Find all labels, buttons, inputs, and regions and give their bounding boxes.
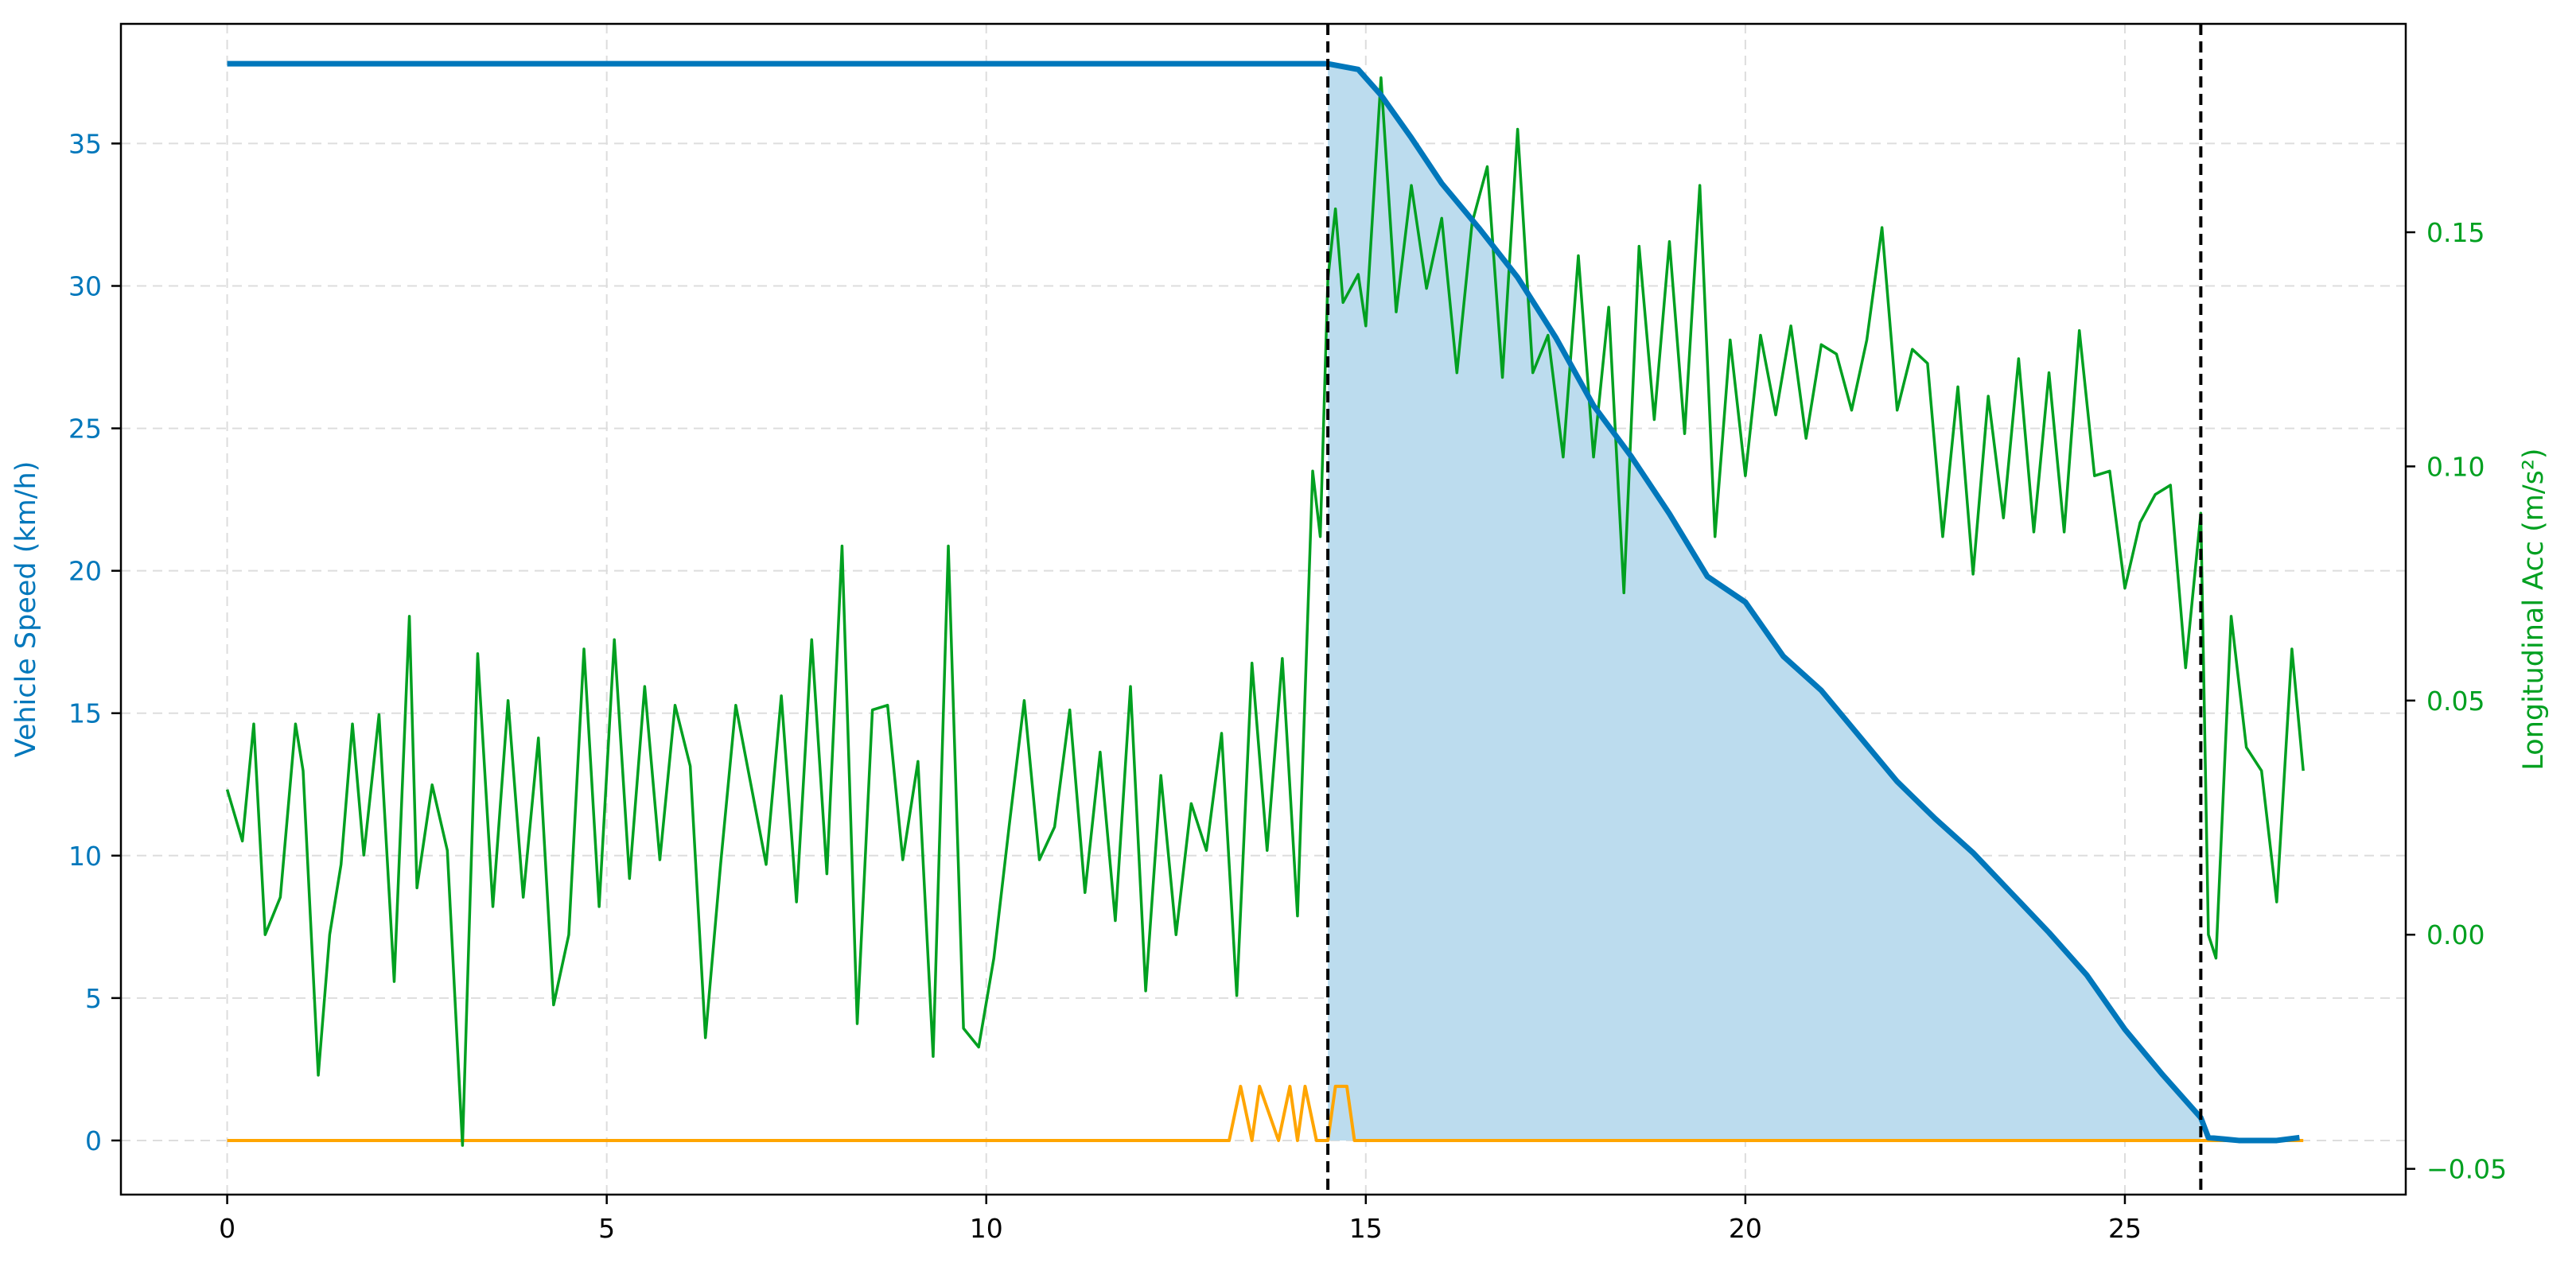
y-axis-right: −0.05 0.00 0.05 0.10 0.15 [2406, 217, 2507, 1185]
y-left-tick-label: 20 [68, 556, 102, 587]
y-left-tick-label: 0 [85, 1125, 102, 1156]
y-left-tick-label: 35 [68, 128, 102, 159]
x-tick-label: 20 [1729, 1213, 1762, 1244]
x-tick-label: 10 [970, 1213, 1003, 1244]
y-left-tick-label: 25 [68, 414, 102, 445]
series-layer [225, 60, 2305, 1147]
shaded-region [1328, 64, 2201, 1141]
series-line-speed [227, 60, 2300, 1144]
series-line-flag [227, 1084, 2304, 1142]
y-right-tick-label: 0.10 [2426, 451, 2485, 482]
y-right-tick-label: 0.15 [2426, 217, 2485, 248]
y-axis-left-label: Vehicle Speed (km/h) [10, 461, 42, 758]
y-axis-right-label: Longitudinal Acc (m/s²) [2518, 448, 2550, 770]
x-tick-label: 0 [219, 1213, 235, 1244]
y-left-tick-label: 5 [85, 983, 102, 1014]
y-axis-left: 0 5 10 15 20 25 30 35 [68, 128, 121, 1156]
x-axis: 0 5 10 15 20 25 [219, 1195, 2142, 1244]
x-tick-label: 5 [598, 1213, 615, 1244]
shaded-region-layer [1328, 64, 2201, 1141]
y-right-tick-label: 0.05 [2426, 686, 2485, 717]
y-right-tick-label: 0.00 [2426, 919, 2485, 950]
x-tick-label: 25 [2108, 1213, 2142, 1244]
vline-layer [1326, 24, 2203, 1195]
x-tick-label: 15 [1349, 1213, 1383, 1244]
y-left-tick-label: 15 [68, 698, 102, 729]
y-right-tick-label: −0.05 [2426, 1154, 2507, 1185]
series-line-acc [225, 76, 2305, 1147]
y-left-tick-label: 30 [68, 270, 102, 301]
plot-frame [119, 22, 2407, 1196]
y-left-tick-label: 10 [68, 841, 102, 872]
